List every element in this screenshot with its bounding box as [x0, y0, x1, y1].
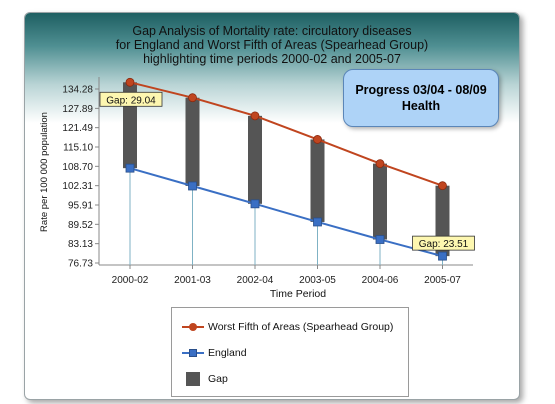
gap-bar — [185, 97, 200, 186]
chart-title-line-3: highlighting time periods 2000-02 and 20… — [143, 52, 401, 66]
chart-legend: Worst Fifth of Areas (Spearhead Group) E… — [171, 307, 409, 397]
progress-box: Progress 03/04 - 08/09 Health — [343, 69, 499, 127]
y-tick-label: 115.10 — [63, 142, 93, 153]
legend-swatch-england — [182, 346, 204, 360]
worst-fifth-point[interactable] — [313, 135, 322, 144]
y-tick-label: 102.31 — [62, 181, 93, 192]
gap-annotation-box — [412, 235, 475, 251]
y-tick-label: 83.13 — [68, 239, 93, 250]
england-point[interactable] — [125, 163, 135, 173]
x-axis: 2000-02 2001-03 2002-04 2003-05 2004-06 2005-… — [99, 264, 473, 286]
x-tick-label: 2002-04 — [237, 275, 274, 286]
y-tick-label: 134.28 — [62, 85, 93, 96]
legend-item-england: England — [182, 344, 247, 362]
x-tick-label: 2001-03 — [174, 275, 211, 286]
chart-plot: Gap Analysis of Mortality rate: circulat… — [39, 24, 475, 300]
worst-fifth-line — [129, 81, 443, 187]
x-tick-label: 2003-05 — [299, 275, 336, 286]
gap-annotation: Gap: 23.51 — [412, 235, 475, 251]
y-tick-label: 121.49 — [62, 123, 93, 134]
england-point[interactable] — [188, 181, 197, 191]
y-tick-label: 108.70 — [62, 162, 93, 173]
y-tick-label: 76.73 — [68, 259, 93, 270]
legend-label-gap: Gap — [208, 373, 228, 385]
gap-bar — [248, 115, 262, 204]
chart-card: Gap Analysis of Mortality rate: circulat… — [24, 12, 520, 400]
chart-title-line-2: for England and Worst Fifth of Areas (Sp… — [116, 38, 428, 52]
series-lines — [129, 81, 443, 258]
y-tick-label: 127.89 — [62, 104, 93, 115]
legend-label-england: England — [208, 347, 247, 359]
y-tick-label: 95.91 — [68, 201, 93, 212]
worst-fifth-point[interactable] — [250, 111, 260, 121]
gap-bar — [373, 163, 387, 240]
gap-annotation-label: Gap: 29.04 — [106, 95, 156, 106]
england-point[interactable] — [375, 235, 385, 244]
drop-lines — [129, 168, 443, 265]
gap-annotation: Gap: 29.04 — [99, 91, 163, 107]
england-point[interactable] — [313, 217, 322, 227]
x-tick-label: 2004-06 — [362, 275, 399, 286]
england-point[interactable] — [438, 251, 447, 261]
worst-fifth-point[interactable] — [375, 159, 385, 169]
chart-title: Gap Analysis of Mortality rate: circulat… — [116, 24, 428, 66]
series-markers — [125, 77, 447, 261]
gap-annotations: Gap: 29.04 Gap: 23.51 — [99, 91, 475, 251]
england-point[interactable] — [250, 199, 260, 209]
worst-fifth-point[interactable] — [438, 181, 447, 191]
x-axis-label: Time Period — [270, 288, 326, 300]
chart-title-line-1: Gap Analysis of Mortality rate: circulat… — [132, 24, 411, 38]
legend-item-gap: Gap — [182, 370, 228, 388]
x-tick-label: 2000-02 — [112, 275, 149, 286]
x-tick-label: 2005-07 — [424, 275, 461, 286]
worst-fifth-point[interactable] — [188, 93, 197, 103]
legend-swatch-worst-fifth — [182, 320, 204, 334]
y-axis: 134.28 127.89 121.49 115.10 108.70 102.31 95.9… — [62, 77, 100, 270]
england-line — [129, 167, 443, 258]
legend-swatch-gap — [182, 372, 204, 386]
y-axis-label: Rate per 100 000 population — [39, 112, 50, 232]
gap-bar — [310, 139, 325, 222]
progress-box-line-2: Health — [401, 99, 441, 113]
legend-label-worst-fifth: Worst Fifth of Areas (Spearhead Group) — [208, 321, 394, 333]
legend-item-worst-fifth: Worst Fifth of Areas (Spearhead Group) — [182, 318, 393, 336]
progress-box-line-1: Progress 03/04 - 08/09 — [355, 83, 487, 97]
gap-annotation-label: Gap: 23.51 — [419, 239, 469, 250]
gap-annotation-box — [99, 91, 163, 107]
y-tick-label: 89.52 — [68, 220, 93, 231]
worst-fifth-point[interactable] — [125, 77, 135, 87]
